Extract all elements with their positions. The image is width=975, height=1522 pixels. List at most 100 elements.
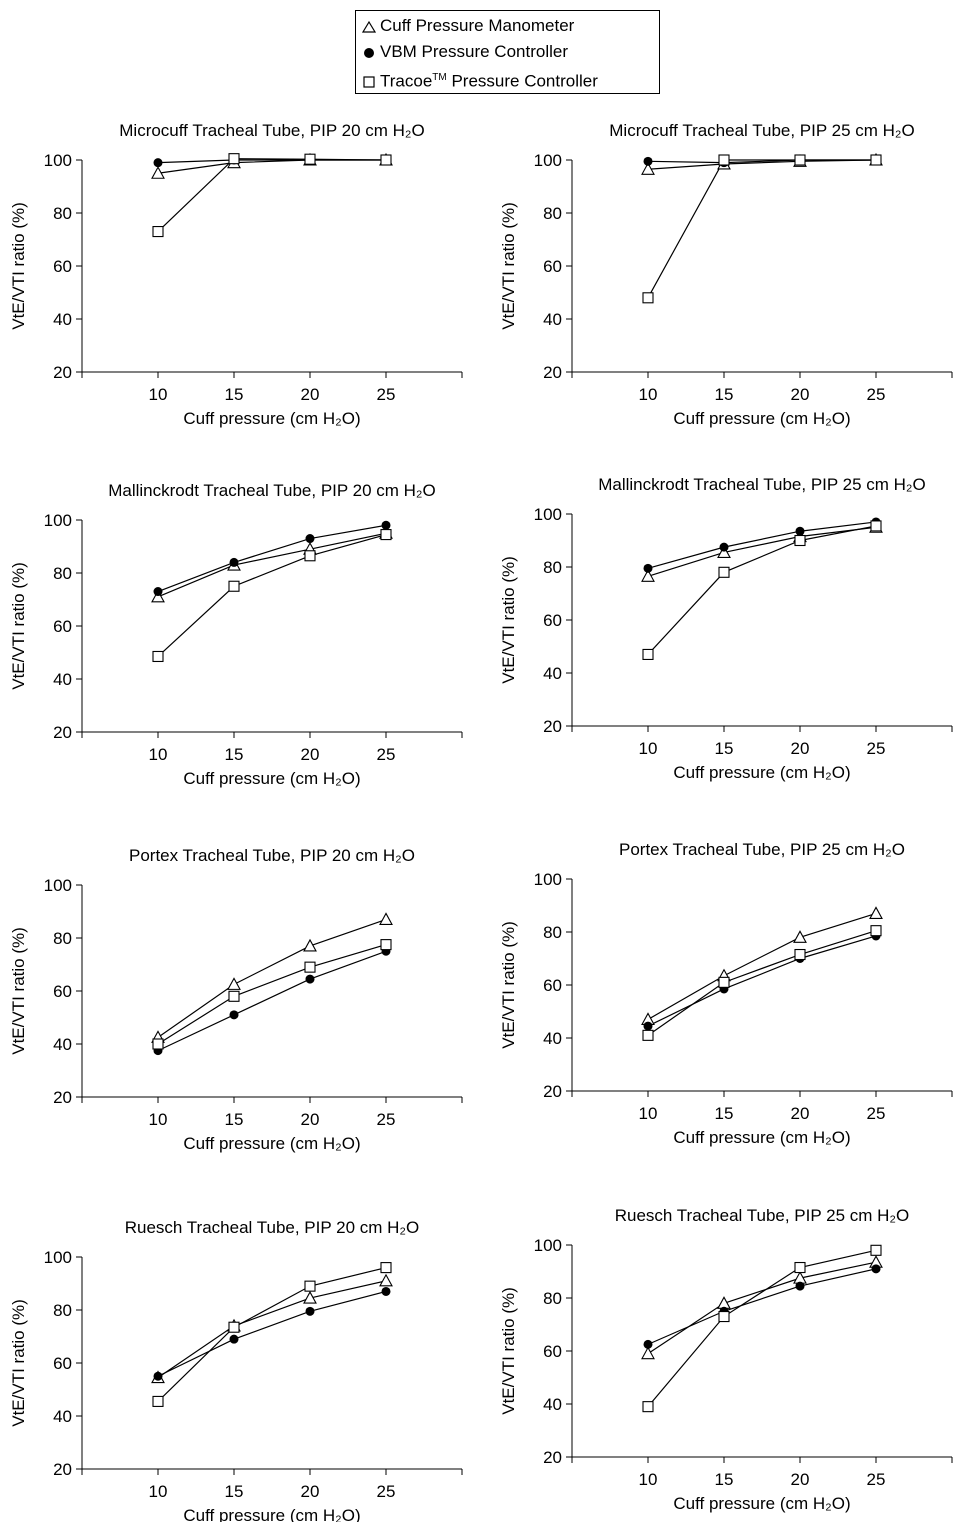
data-point-vbm <box>643 1021 653 1031</box>
y-tick-label: 60 <box>53 1354 72 1373</box>
x-tick-label: 15 <box>715 385 734 404</box>
x-tick-label: 25 <box>867 739 886 758</box>
legend-label: VBM Pressure Controller <box>380 42 569 61</box>
x-tick-label: 10 <box>639 1104 658 1123</box>
data-point-tracoe <box>380 1262 392 1274</box>
data-point-vbm <box>795 526 805 536</box>
chart-panel: 20 40 60 80 100 10 15 20 25 Mallinckrodt Tracheal… <box>499 475 953 782</box>
x-tick-label: 10 <box>639 385 658 404</box>
series-line <box>157 950 387 1052</box>
data-point-tracoe <box>870 1244 882 1256</box>
x-tick-label: 20 <box>301 385 320 404</box>
x-tick-label: 20 <box>791 739 810 758</box>
data-point-tracoe <box>152 1395 164 1407</box>
x-tick-label: 20 <box>301 1482 320 1501</box>
circle-filled-icon <box>364 47 374 58</box>
x-axis-label: Cuff pressure (cm H₂O) <box>673 763 850 782</box>
y-axis-label: VtE/VTI ratio (%) <box>9 202 28 330</box>
y-tick-label: 20 <box>53 723 72 742</box>
y-tick-label: 40 <box>543 1029 562 1048</box>
x-tick-label: 25 <box>867 1470 886 1489</box>
y-tick-label: 80 <box>543 558 562 577</box>
data-point-tracoe <box>642 648 654 661</box>
chart-title: Microcuff Tracheal Tube, PIP 20 cm H₂O <box>119 121 425 140</box>
y-axis-label: VtE/VTI ratio (%) <box>9 562 28 690</box>
data-point-tracoe <box>870 154 882 166</box>
legend-item-vbm: VBM Pressure Controller <box>362 39 653 65</box>
y-axis-label: VtE/VTI ratio (%) <box>9 1299 28 1427</box>
y-tick-label: 40 <box>53 1407 72 1426</box>
data-point-tracoe <box>228 990 240 1002</box>
y-tick-label: 60 <box>53 617 72 636</box>
y-tick-label: 80 <box>53 564 72 583</box>
data-point-vbm <box>153 1371 163 1381</box>
series-line <box>157 918 387 1038</box>
x-tick-label: 10 <box>639 1470 658 1489</box>
series-line <box>647 1249 877 1408</box>
y-tick-label: 80 <box>543 204 562 223</box>
y-tick-label: 60 <box>53 257 72 276</box>
data-point-manometer <box>641 162 655 175</box>
series-line <box>647 526 877 577</box>
x-tick-label: 20 <box>791 1470 810 1489</box>
x-tick-label: 25 <box>377 745 396 764</box>
data-point-tracoe <box>304 153 316 165</box>
x-tick-label: 25 <box>377 1110 396 1129</box>
x-tick-label: 15 <box>225 1110 244 1129</box>
y-tick-label: 100 <box>534 151 562 170</box>
data-point-tracoe <box>304 1280 316 1292</box>
data-point-vbm <box>381 1286 391 1296</box>
data-point-tracoe <box>380 939 392 951</box>
data-point-vbm <box>643 156 653 166</box>
data-point-tracoe <box>870 925 882 937</box>
data-point-tracoe <box>228 580 240 592</box>
data-point-manometer <box>793 930 807 943</box>
chart-title: Ruesch Tracheal Tube, PIP 20 cm H₂O <box>125 1218 419 1237</box>
y-tick-label: 20 <box>543 717 562 736</box>
data-point-vbm <box>229 1334 239 1344</box>
legend-item-tracoe: TracoeTM Pressure Controller <box>362 65 653 91</box>
chart-panel: 20 40 60 80 100 10 15 20 25 Microcuff Tracheal Tu… <box>499 121 953 428</box>
y-tick-label: 80 <box>53 204 72 223</box>
chart-panel: 20 40 60 80 100 10 15 20 25 Microcuff Tracheal Tu… <box>9 121 463 428</box>
x-axis-label: Cuff pressure (cm H₂O) <box>673 409 850 428</box>
x-tick-label: 25 <box>377 1482 396 1501</box>
chart-title: Portex Tracheal Tube, PIP 20 cm H₂O <box>129 846 415 865</box>
y-axis-label: VtE/VTI ratio (%) <box>499 921 518 1049</box>
chart-title: Portex Tracheal Tube, PIP 25 cm H₂O <box>619 840 905 859</box>
chart-panel: 20 40 60 80 100 10 15 20 25 Ruesch Tracheal Tube,… <box>9 1218 463 1522</box>
data-point-manometer <box>379 912 393 926</box>
y-tick-label: 20 <box>543 1082 562 1101</box>
data-point-manometer <box>379 1273 393 1287</box>
data-point-tracoe <box>718 1311 730 1323</box>
data-point-tracoe <box>870 520 882 532</box>
y-tick-label: 80 <box>543 1289 562 1308</box>
data-point-vbm <box>229 557 239 567</box>
y-axis-label: VtE/VTI ratio (%) <box>499 202 518 330</box>
triangle-open-icon <box>361 20 377 33</box>
x-tick-label: 10 <box>639 739 658 758</box>
y-tick-label: 60 <box>53 982 72 1001</box>
data-point-tracoe <box>152 1038 164 1050</box>
y-tick-label: 40 <box>53 1035 72 1054</box>
data-point-tracoe <box>380 154 392 166</box>
data-point-manometer <box>303 1290 317 1304</box>
y-tick-label: 20 <box>543 1448 562 1467</box>
series-line <box>647 159 877 170</box>
y-tick-label: 40 <box>543 664 562 683</box>
y-tick-label: 20 <box>53 363 72 382</box>
y-tick-label: 80 <box>53 1301 72 1320</box>
series-line <box>647 1268 877 1345</box>
x-tick-label: 15 <box>225 385 244 404</box>
data-point-tracoe <box>152 226 164 238</box>
series-line <box>157 1267 387 1402</box>
y-tick-label: 40 <box>543 1395 562 1414</box>
chart-title: Ruesch Tracheal Tube, PIP 25 cm H₂O <box>615 1206 909 1225</box>
y-tick-label: 100 <box>44 511 72 530</box>
x-tick-label: 15 <box>715 1470 734 1489</box>
y-tick-label: 60 <box>543 611 562 630</box>
x-axis-label: Cuff pressure (cm H₂O) <box>673 1494 850 1513</box>
x-tick-label: 15 <box>225 1482 244 1501</box>
data-point-manometer <box>227 977 241 990</box>
data-point-vbm <box>305 534 315 544</box>
